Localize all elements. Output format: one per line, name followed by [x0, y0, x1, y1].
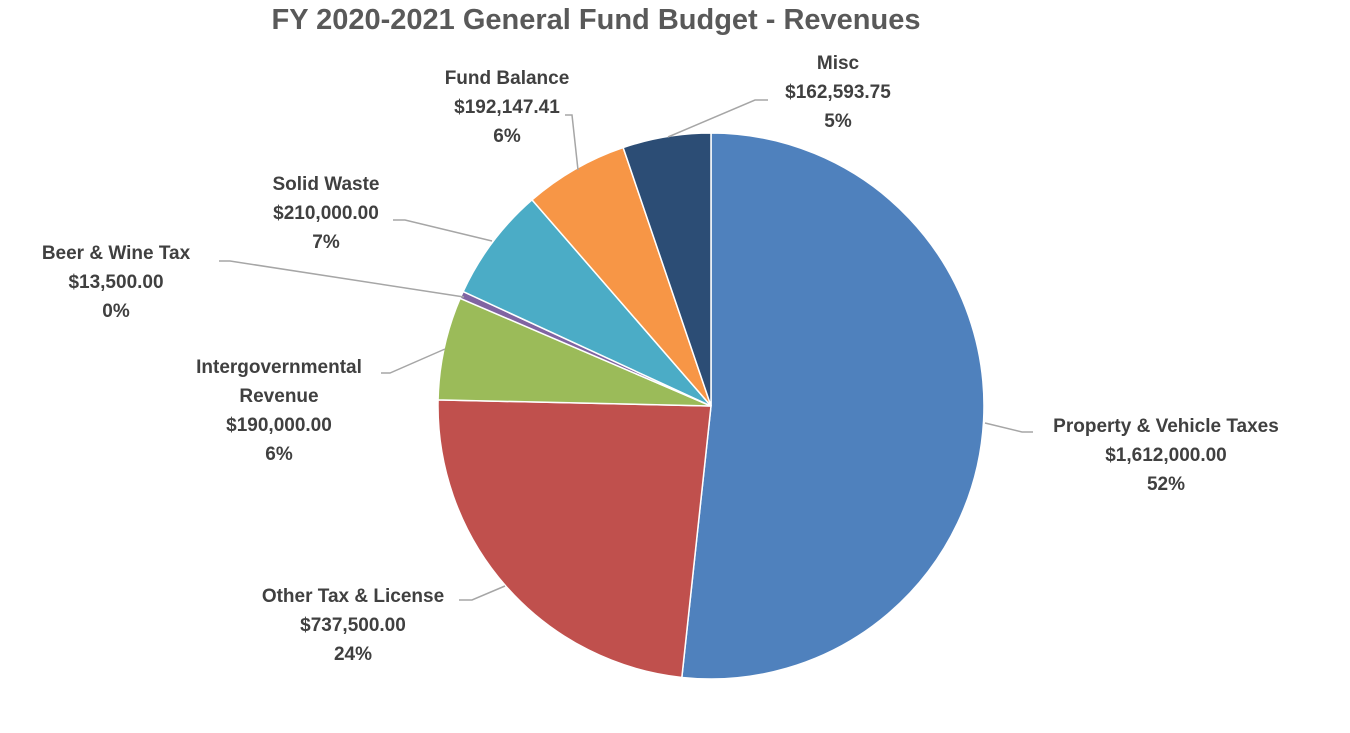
data-label-intergovernmental-revenue: Intergovernmental Revenue $190,000.00 6% — [196, 357, 362, 465]
pie-slice-other-tax-license — [437, 399, 712, 679]
pie-slice-solid-waste — [462, 198, 712, 407]
pie-slice-misc — [622, 132, 712, 407]
leader-line-misc — [667, 99, 768, 138]
data-label-solid-waste: Solid Waste $210,000.00 7% — [273, 174, 380, 253]
data-label-other-tax-license: Other Tax & License $737,500.00 24% — [262, 586, 444, 665]
leader-line-fund-balance — [565, 114, 579, 171]
data-label-beer-wine-tax: Beer & Wine Tax $13,500.00 0% — [42, 243, 191, 322]
leader-line-intergovernmental-revenue — [381, 348, 446, 374]
leader-line-property-vehicle-taxes — [984, 422, 1033, 433]
data-label-fund-balance: Fund Balance $192,147.41 6% — [445, 68, 570, 147]
chart-title: FY 2020-2021 General Fund Budget - Reven… — [271, 4, 921, 36]
pie-slice-property-vehicle-taxes — [681, 132, 985, 680]
data-label-misc: Misc $162,593.75 5% — [785, 53, 891, 132]
leader-line-other-tax-license — [459, 585, 506, 601]
data-label-property-vehicle-taxes: Property & Vehicle Taxes $1,612,000.00 52% — [1053, 416, 1279, 495]
leader-line-beer-wine-tax — [219, 260, 465, 298]
leader-line-solid-waste — [393, 219, 493, 242]
